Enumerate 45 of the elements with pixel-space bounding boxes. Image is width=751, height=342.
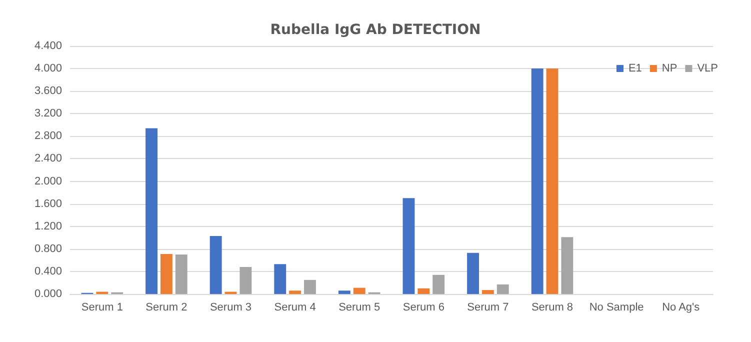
bar	[432, 274, 445, 294]
bar	[561, 237, 574, 294]
bar	[175, 254, 188, 294]
bar	[304, 280, 316, 294]
bar	[240, 266, 252, 294]
bar	[531, 68, 544, 294]
bar	[496, 284, 509, 294]
y-tick-label: 2.000	[34, 175, 62, 188]
legend-label: E1	[628, 62, 642, 74]
y-tick-label: 4.400	[34, 40, 62, 52]
legend-label: NP	[662, 62, 678, 74]
bar	[353, 288, 366, 294]
x-tick-label: Serum 4	[274, 302, 316, 314]
bar	[467, 252, 479, 294]
y-tick-label: 3.200	[34, 108, 62, 120]
x-tick-label: Serum 5	[338, 302, 380, 314]
x-tick-label: Serum 2	[146, 302, 188, 314]
legend-label: VLP	[697, 62, 718, 74]
bar	[482, 290, 494, 294]
y-tick-label: 3.600	[34, 85, 62, 98]
y-tick-label: 2.800	[34, 130, 62, 142]
x-tick-label: Serum 1	[81, 302, 123, 314]
bar	[338, 290, 350, 294]
x-tick-label: Serum 7	[467, 302, 509, 314]
bar	[546, 68, 558, 294]
x-tick-label: Serum 6	[402, 302, 444, 314]
x-tick-label: Serum 8	[531, 302, 574, 314]
x-tick-label: No Ag's	[662, 302, 700, 314]
y-tick-label: 0.000	[34, 288, 62, 300]
y-tick-label: 2.400	[34, 152, 62, 165]
bar	[210, 236, 222, 294]
bar	[274, 264, 286, 294]
y-tick-label: 4.000	[34, 62, 62, 75]
y-tick-label: 1.200	[34, 220, 62, 232]
y-tick-label: 1.600	[34, 198, 62, 210]
bar	[418, 288, 430, 294]
x-tick-label: No Sample	[589, 302, 644, 314]
bar	[289, 290, 302, 294]
bar	[402, 198, 415, 294]
y-tick-label: 0.400	[34, 265, 62, 278]
bar	[146, 128, 158, 294]
y-tick-label: 0.800	[34, 242, 62, 255]
x-tick-label: Serum 3	[210, 302, 252, 314]
bar	[160, 254, 172, 294]
chart-title: Rubella IgG Ab DETECTION	[270, 22, 481, 38]
